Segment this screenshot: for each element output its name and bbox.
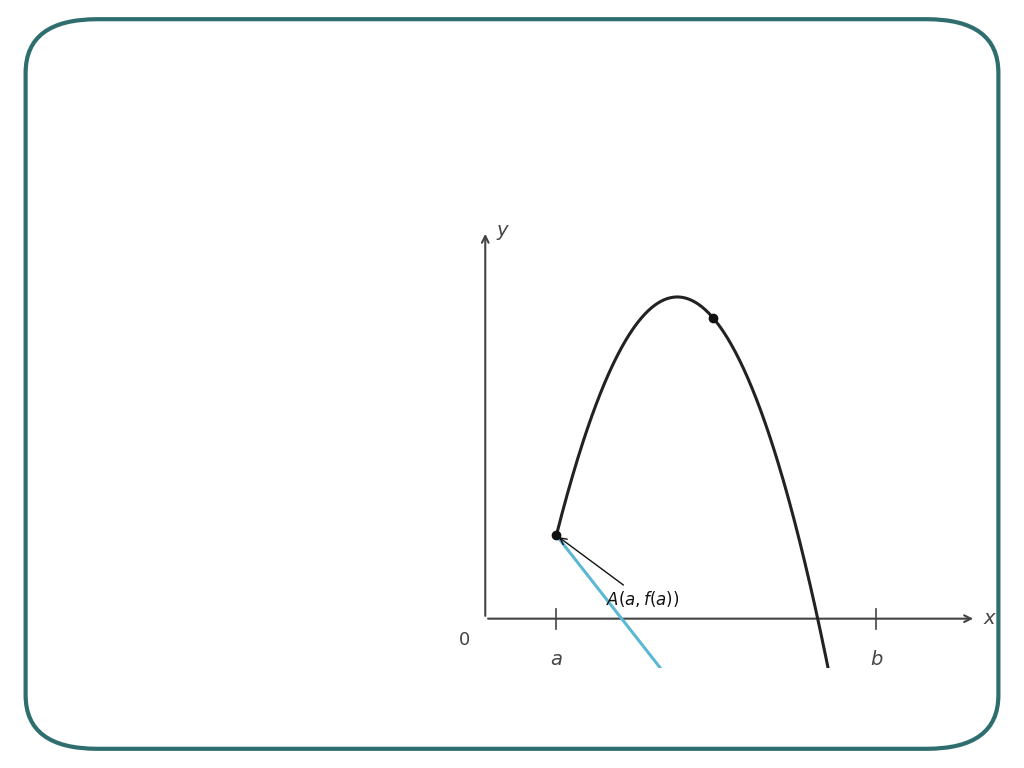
Text: The Mean Value Theorem: The Mean Value Theorem (72, 100, 746, 145)
FancyBboxPatch shape (26, 19, 998, 749)
Text: $a$: $a$ (550, 650, 563, 669)
Text: $y$: $y$ (496, 223, 510, 242)
Text: $h(a) = h(b).$: $h(a) = h(b).$ (72, 357, 212, 383)
Text: Refer to the diagram again. Use
geometric insights to create a: Refer to the diagram again. Use geometri… (72, 230, 434, 278)
Text: $x$: $x$ (983, 609, 997, 628)
Text: h: h (199, 311, 213, 333)
Text: $A(a, f(a))$: $A(a, f(a))$ (560, 538, 680, 610)
Text: $b$: $b$ (869, 650, 883, 669)
Text: function: function (72, 311, 172, 333)
Text: such that: such that (215, 311, 328, 333)
Text: $0$: $0$ (458, 631, 470, 649)
